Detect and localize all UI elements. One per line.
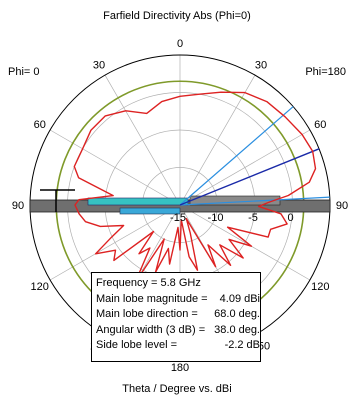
angle-tick-label-1: 30 (255, 60, 267, 72)
info-magnitude-unit: dBi (244, 292, 260, 305)
beamwidth-line-0 (179, 106, 294, 206)
angle-tick-label-6: 180 (171, 362, 189, 374)
info-row-width: Angular width (3 dB) = 38.0 deg. (96, 323, 260, 339)
info-row-direction: Main lobe direction = 68.0 deg. (96, 307, 260, 323)
info-row-magnitude: Main lobe magnitude = 4.09 dBi (96, 292, 260, 308)
main-lobe-line (179, 148, 320, 206)
antenna-feed (87, 197, 189, 206)
angle-tick-label-8: 120 (31, 281, 49, 293)
grid-spoke-1 (179, 74, 256, 206)
phi-right-label: Phi=180 (305, 66, 346, 78)
angle-tick-label-2: 60 (314, 119, 326, 131)
phi-left-label: Phi= 0 (8, 66, 40, 78)
angle-tick-label-11: 30 (93, 60, 105, 72)
info-frequency: Frequency = 5.8 GHz (96, 277, 201, 289)
info-sidelobe-value: -2.2 (224, 339, 244, 351)
grid-spoke-4 (179, 204, 311, 281)
pattern-series-0 (73, 91, 317, 284)
info-sidelobe-unit: dB (246, 339, 260, 351)
angle-tick-label-10: 60 (34, 119, 46, 131)
grid-spoke-11 (104, 74, 181, 206)
info-width-label: Angular width (3 dB) = (96, 323, 206, 336)
angle-tick-label-0: 0 (177, 38, 183, 50)
info-width-unit: deg. (238, 323, 260, 336)
grid-spoke-8 (49, 204, 181, 281)
info-sidelobe-label: Side lobe level = (96, 339, 178, 351)
grid-spoke-2 (179, 129, 311, 206)
info-magnitude-label: Main lobe magnitude = (96, 292, 208, 305)
chart-title: Farfield Directivity Abs (Phi=0) (103, 10, 251, 22)
grid-spoke-10 (49, 129, 181, 206)
angle-tick-label-4: 120 (311, 281, 329, 293)
info-direction-value: 68.0 (214, 308, 236, 320)
info-row-sidelobe: Side lobe level = -2.2 dB (96, 338, 260, 354)
radial-tick-label-3: 0 (287, 212, 293, 224)
x-axis-label: Theta / Degree vs. dBi (122, 383, 232, 395)
antenna-strip (119, 207, 181, 215)
beamwidth-line-1 (179, 196, 330, 206)
info-box: Frequency = 5.8 GHz Main lobe magnitude … (91, 272, 261, 362)
info-row-frequency: Frequency = 5.8 GHz (96, 276, 260, 292)
info-magnitude-value: 4.09 (219, 292, 242, 305)
info-direction-unit: deg. (238, 308, 260, 320)
info-width-value: 38.0 (214, 323, 236, 336)
angle-tick-label-3: 90 (336, 200, 348, 212)
radial-tick-label-2: -5 (248, 212, 258, 224)
radial-tick-label-1: -10 (208, 212, 224, 224)
radial-tick-label-0: -15 (170, 212, 186, 224)
angle-tick-label-9: 90 (12, 200, 24, 212)
info-direction-label: Main lobe direction = (96, 308, 198, 320)
